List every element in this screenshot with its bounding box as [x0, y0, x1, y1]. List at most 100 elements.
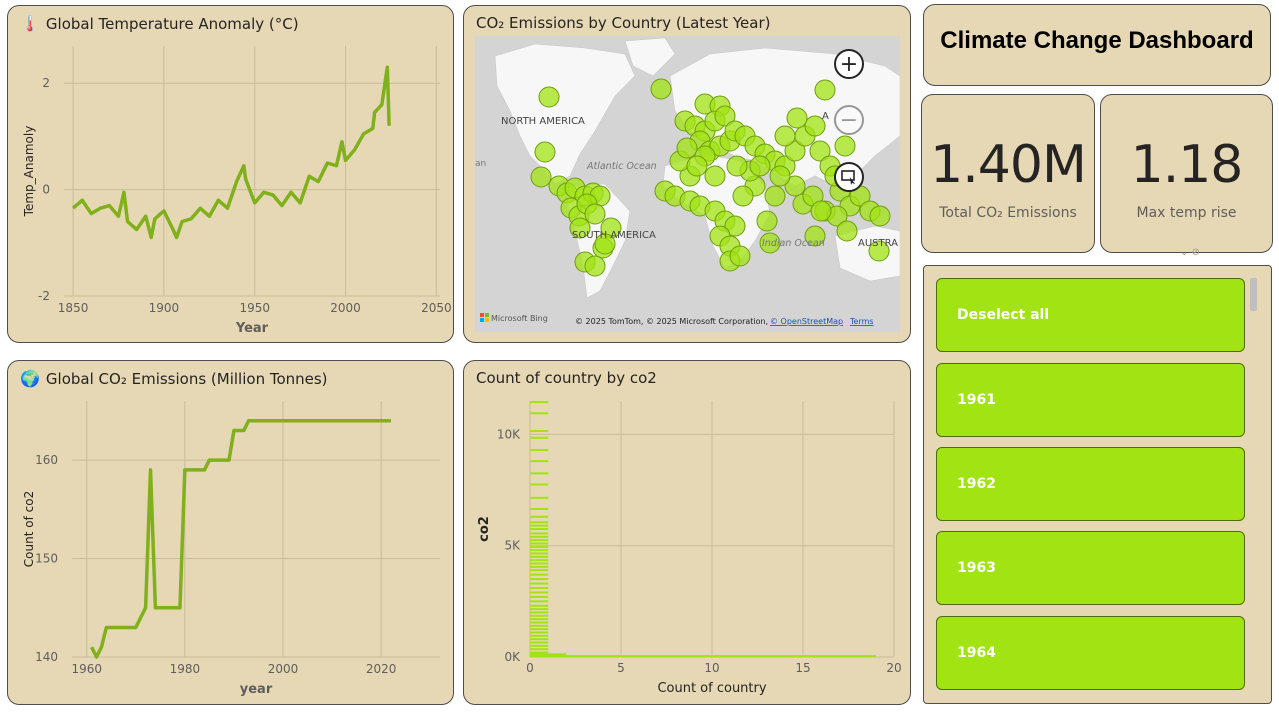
co2-emissions-panel[interactable]: 🌍 Global CO₂ Emissions (Million Tonnes) … [7, 360, 454, 705]
openstreetmap-link[interactable]: © OpenStreetMap [770, 317, 843, 326]
bar [530, 483, 549, 486]
slicer-item-1963[interactable]: 1963 [936, 531, 1245, 605]
x-tick-label: 1960 [71, 662, 102, 676]
bar [530, 595, 549, 598]
co2-map-panel[interactable]: CO₂ Emissions by Country (Latest Year) N… [463, 5, 911, 343]
country-bubble [769, 165, 791, 187]
map-label-edge-left: an [475, 159, 486, 169]
series-line [71, 65, 391, 240]
country-bubble [676, 137, 698, 159]
country-bubble [530, 166, 552, 188]
bar [530, 430, 549, 433]
x-tick-label: 1850 [58, 301, 89, 315]
bar [530, 539, 549, 542]
x-tick-label: 10 [704, 661, 719, 675]
bar [530, 559, 549, 562]
country-bubble [868, 240, 890, 262]
map-attribution: © 2025 TomTom, © 2025 Microsoft Corporat… [575, 317, 768, 326]
country-bubble [804, 115, 826, 137]
bar [530, 582, 549, 585]
country-bubble [584, 203, 606, 225]
world-map-canvas[interactable]: NORTH AMERICA Atlantic Ocean SOUTH AMERI… [475, 36, 900, 332]
country-bubble [784, 175, 806, 197]
series-line [90, 418, 391, 659]
world-map[interactable]: NORTH AMERICA Atlantic Ocean SOUTH AMERI… [475, 36, 900, 332]
bar [530, 507, 549, 510]
slicer-item-1964[interactable]: 1964 [936, 616, 1245, 690]
bar [530, 535, 549, 538]
x-tick-label: 20 [886, 661, 901, 675]
bar [530, 542, 549, 545]
bar [530, 641, 549, 644]
year-slicer[interactable]: Deselect all 1961 1962 1963 1964 [923, 265, 1272, 704]
country-bubble [810, 200, 832, 222]
country-bubble [729, 245, 751, 267]
temperature-anomaly-panel[interactable]: 🌡️ Global Temperature Anomaly (°C) 1850 1… [7, 5, 454, 343]
bar [530, 600, 549, 603]
x-tick-label: 1950 [239, 301, 270, 315]
zoom-in-button[interactable]: + [834, 49, 864, 79]
terms-link[interactable]: Terms [849, 317, 874, 326]
zoom-out-button[interactable]: − [834, 105, 864, 135]
bar [530, 552, 549, 555]
country-bubble [714, 105, 736, 127]
bar [530, 549, 549, 552]
map-label-atlantic: Atlantic Ocean [586, 161, 657, 172]
map-title: CO₂ Emissions by Country (Latest Year) [476, 14, 771, 32]
y-tick-label: 160 [35, 453, 58, 467]
kpi-card-max-temp[interactable]: 1.18 Max temp rise [1100, 94, 1273, 253]
country-bubble [786, 107, 808, 129]
co2-chart-title: 🌍 Global CO₂ Emissions (Million Tonnes) [20, 369, 328, 388]
bar [530, 496, 549, 499]
temperature-line-chart[interactable]: 1850 1900 1950 2000 2050 2 0 -2 Year Temp_Anamoly [8, 6, 455, 344]
visual-header-icons[interactable]: ⌄ ⊘ [1180, 247, 1200, 258]
country-bubble [836, 220, 858, 242]
selection-tool-button[interactable] [834, 162, 864, 192]
country-bubble [764, 185, 786, 207]
country-bubble [724, 215, 746, 237]
country-count-panel[interactable]: Count of country by co2 0 5 10 15 20 10K 5K 0K C… [463, 360, 911, 705]
country-bubble [756, 210, 778, 232]
count-chart-title: Count of country by co2 [476, 369, 657, 387]
bar [530, 448, 549, 451]
kpi-card-total-co2[interactable]: 1.40M Total CO₂ Emissions [921, 94, 1095, 253]
kpi-label: Total CO₂ Emissions [939, 205, 1077, 221]
map-label-north-america: NORTH AMERICA [501, 116, 585, 127]
y-axis-title: Temp_Anamoly [22, 126, 36, 218]
bar [530, 591, 549, 594]
country-bubble [809, 140, 831, 162]
country-bubble [726, 155, 748, 177]
bar [530, 624, 549, 627]
x-tick-label: 0 [526, 661, 534, 675]
slicer-deselect-all[interactable]: Deselect all [936, 278, 1245, 352]
slicer-item-1961[interactable]: 1961 [936, 363, 1245, 437]
bing-label: Microsoft Bing [491, 314, 548, 323]
bar [530, 573, 549, 576]
x-tick-label: 1900 [149, 301, 180, 315]
bar [530, 460, 549, 463]
bar [530, 562, 549, 565]
country-bubble [704, 165, 726, 187]
x-tick-label: 2020 [366, 662, 397, 676]
bar [530, 628, 549, 631]
dashboard-title-card: Climate Change Dashboard [923, 4, 1271, 86]
co2-line-chart[interactable]: 1960 1980 2000 2020 160 150 140 year Count of co… [8, 361, 455, 706]
slicer-item-1962[interactable]: 1962 [936, 447, 1245, 521]
x-tick-label: 5 [617, 661, 625, 675]
bar [530, 621, 549, 624]
y-tick-label: 5K [504, 539, 521, 553]
country-bubble [569, 217, 591, 239]
bar [530, 578, 549, 581]
slicer-scrollbar[interactable] [1250, 278, 1257, 311]
bar [530, 412, 549, 415]
minus-icon: − [839, 107, 859, 133]
bar [530, 653, 567, 656]
y-tick-label: 150 [35, 552, 58, 566]
x-tick-label: 2050 [421, 301, 452, 315]
country-bubble [814, 79, 836, 101]
x-tick-label: 2000 [330, 301, 361, 315]
bar [530, 528, 549, 530]
temperature-chart-title: 🌡️ Global Temperature Anomaly (°C) [20, 14, 299, 33]
count-bar-chart[interactable]: 0 5 10 15 20 10K 5K 0K Count of country co2 [464, 361, 912, 706]
bar [530, 586, 549, 589]
